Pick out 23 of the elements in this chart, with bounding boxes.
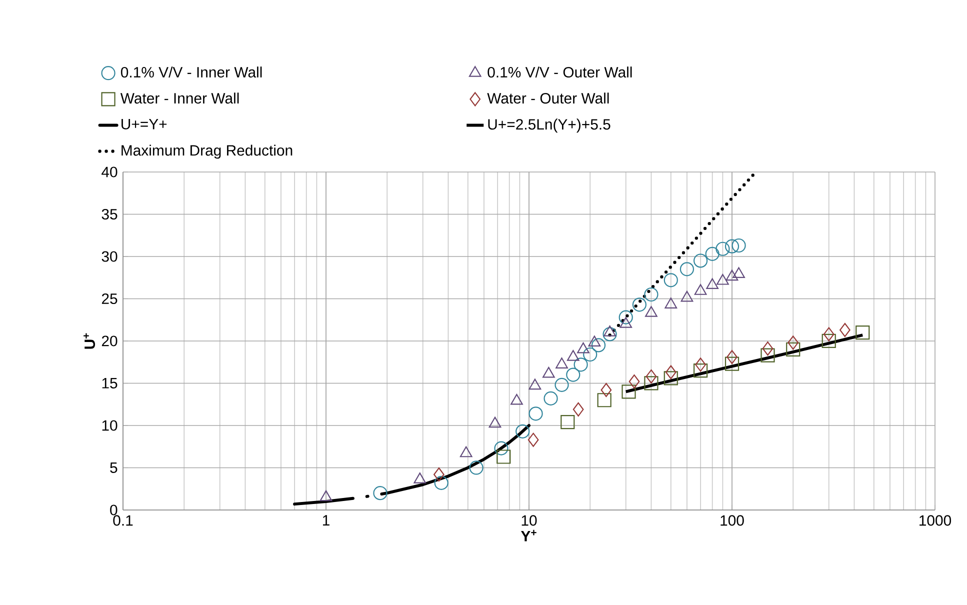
y-tick-label: 5 [110,462,118,473]
x-tick-label: 1 [322,515,330,526]
y-tick-label: 30 [102,251,118,262]
legend-label: 0.1% V/V - Inner Wall [120,66,262,78]
y-tick-label: 0 [110,504,118,516]
y-tick-label: 10 [102,420,118,431]
legend-label: Maximum Drag Reduction [122,144,292,159]
legend-label: U+=2.5Ln(Y+)+5.5 [488,118,610,133]
y-axis-title: U$^{+}$ [84,333,96,349]
legend-label: Water - Inner Wall [120,92,239,104]
legend-label: 0.1% V/V - Outer Wall [488,66,632,78]
x-tick-label: 0.1 [113,515,133,526]
y-tick-label: 15 [102,378,118,388]
legend-label: U+=Y+ [122,118,167,130]
y-tick-label: 20 [102,336,118,346]
x-tick-label: 1000 [920,515,952,526]
x-tick-label: 10 [522,515,537,526]
y-tick-label: 40 [102,166,118,178]
y-tick-label: 35 [102,208,118,220]
legend-label: Water - Outer Wall [487,92,609,104]
y-tick-label: 25 [102,293,118,304]
x-axis-title: Y$^{+}$ [520,530,536,542]
x-tick-label: 100 [720,515,744,526]
